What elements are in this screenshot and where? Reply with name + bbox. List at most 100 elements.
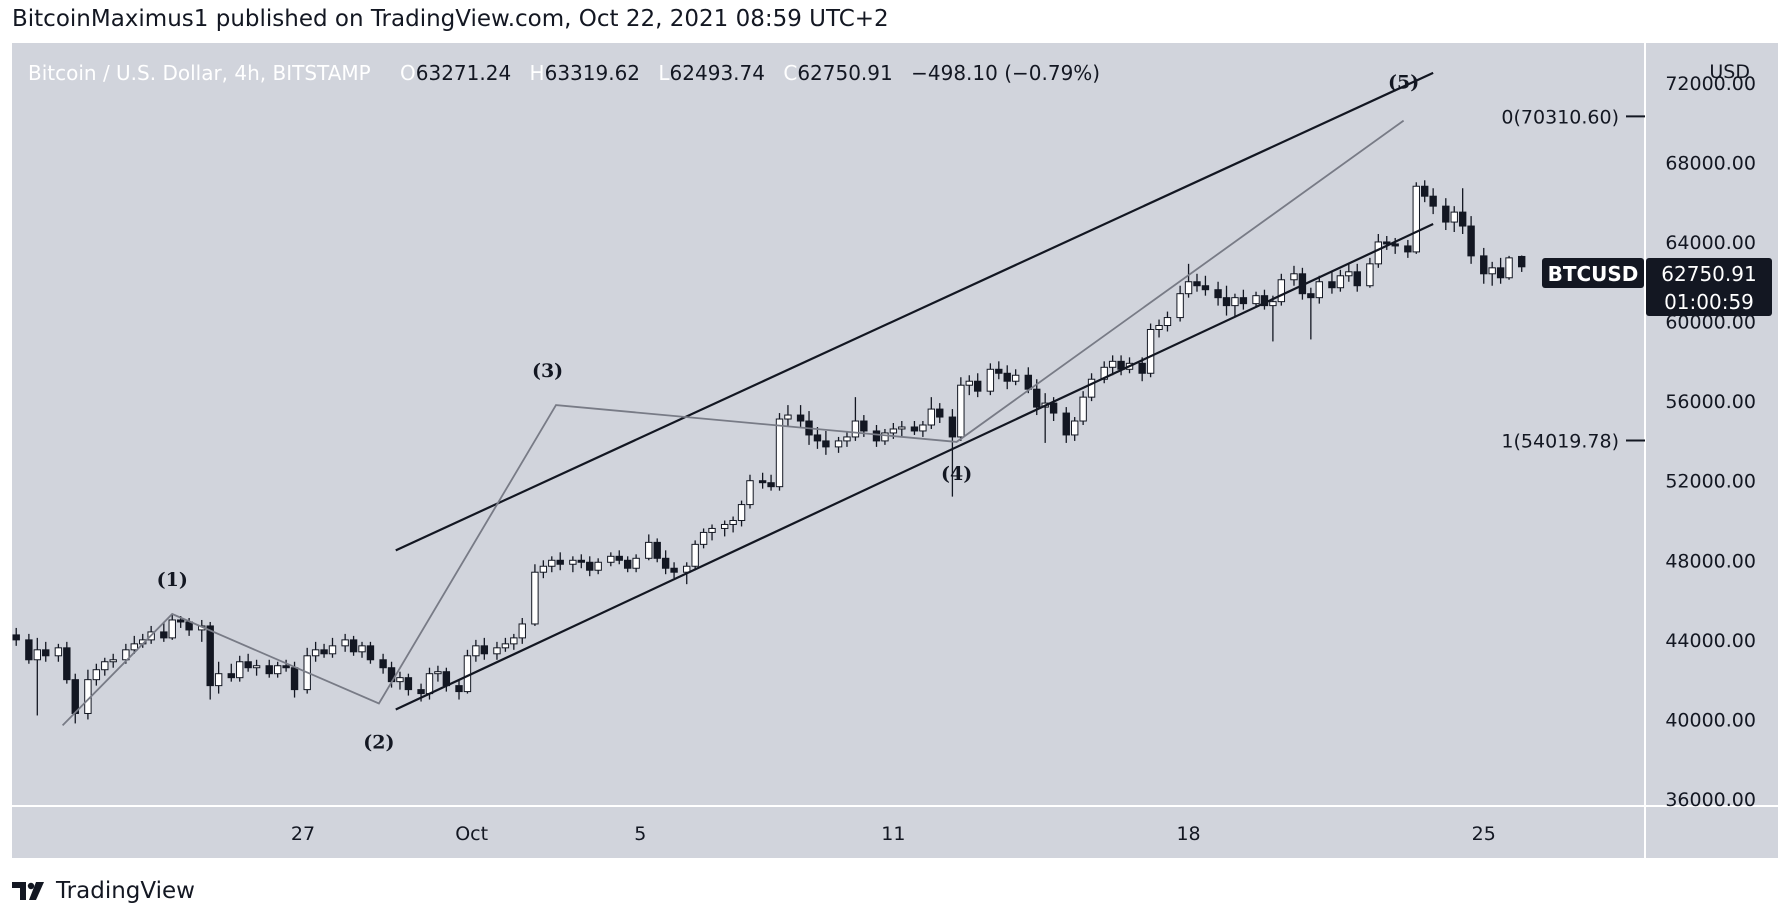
channel-line-lower [395, 223, 1434, 711]
candle [1383, 235, 1391, 250]
high-value: 63319.62 [545, 61, 640, 85]
candle-body [1496, 267, 1505, 279]
candle-body [775, 418, 784, 488]
candle-body [434, 671, 442, 675]
candle [653, 538, 661, 563]
candle-body [661, 557, 670, 569]
candle-body [480, 645, 489, 655]
candle-body [632, 557, 640, 569]
candle-body [767, 482, 775, 488]
candle-body [122, 649, 130, 661]
candle-body [1231, 297, 1239, 307]
candle-body [746, 480, 754, 506]
wave-label: (5) [1388, 72, 1419, 94]
footer-brand[interactable]: TradingView [12, 876, 195, 906]
low-label: L [658, 61, 670, 85]
candle [851, 397, 860, 441]
candle-body [12, 634, 20, 641]
candle [252, 659, 261, 676]
candle [63, 641, 71, 684]
publisher-name[interactable]: BitcoinMaximus1 [12, 6, 209, 32]
candle [328, 637, 337, 658]
candle [214, 661, 223, 694]
candle-body [1024, 374, 1033, 390]
candle-body [252, 665, 261, 669]
candle-body [1383, 241, 1391, 245]
fib-level-label: 1(54019.78) [1501, 431, 1619, 453]
candle-body [455, 685, 463, 693]
candle [1252, 291, 1260, 308]
candle [1467, 216, 1475, 264]
candle [1404, 239, 1412, 258]
candle [1155, 319, 1163, 338]
candle [92, 663, 101, 686]
candle-body [320, 649, 328, 655]
candle-body [737, 504, 746, 521]
candle [396, 671, 404, 690]
candle-body [898, 426, 906, 430]
candle [501, 637, 510, 652]
candle-body [1108, 360, 1117, 368]
candle-body [1033, 388, 1041, 408]
candle [758, 472, 767, 489]
candle-body [227, 673, 235, 679]
legend-symbol[interactable]: Bitcoin / U.S. Dollar, 4h, BITSTAMP [28, 61, 371, 85]
candle-body [784, 414, 792, 420]
candle-body [986, 368, 995, 392]
time-tick-label: 25 [1472, 823, 1496, 845]
candle-body [404, 677, 413, 691]
candle [784, 405, 792, 427]
currency-label[interactable]: USD [1709, 61, 1750, 83]
candle-body [282, 665, 290, 669]
candle-body [1467, 225, 1475, 257]
candles-group [12, 180, 1526, 724]
published-info: published on TradingView.com, Oct 22, 20… [215, 6, 889, 32]
open-label: O [400, 61, 416, 85]
candle [349, 635, 358, 656]
open-value: 63271.24 [416, 61, 511, 85]
low-value: 62493.74 [670, 61, 765, 85]
candle [1079, 391, 1087, 425]
candle [358, 641, 366, 658]
candle-body [569, 559, 577, 565]
candle-body [214, 673, 223, 687]
candle-body [1214, 289, 1222, 299]
candle [843, 430, 851, 447]
price-axis-area[interactable] [1646, 43, 1778, 805]
candle [1239, 289, 1248, 310]
candle [1429, 188, 1437, 215]
price-tick-label: 72000.00 [1665, 73, 1756, 95]
candle-body [341, 639, 349, 647]
candle [54, 643, 63, 662]
time-axis-area[interactable] [12, 807, 1644, 858]
candle [569, 556, 577, 573]
candle [1277, 273, 1286, 306]
candle [1214, 281, 1222, 306]
candle [236, 655, 244, 682]
candle [1011, 369, 1020, 386]
time-tick-label: 27 [291, 823, 315, 845]
candle [101, 657, 109, 676]
candle-body [889, 428, 898, 434]
candle [1269, 295, 1277, 342]
candle-body [1146, 328, 1155, 374]
candle-body [1269, 301, 1277, 307]
candle [586, 556, 594, 577]
candle [518, 617, 526, 644]
candle-body [936, 408, 944, 418]
candle-body [645, 541, 653, 559]
candle-body [1003, 372, 1011, 382]
candle-body [965, 380, 973, 386]
candle [556, 552, 564, 571]
candle [366, 641, 375, 664]
candle-body [1079, 396, 1087, 422]
candle-body [379, 659, 387, 669]
candle [1505, 255, 1513, 280]
candle-body [556, 559, 564, 565]
candle [168, 614, 176, 640]
fib-levels: 0(70310.60) 1(54019.78) [1501, 106, 1645, 453]
candle [910, 421, 919, 435]
candle [670, 562, 678, 579]
candle-body [1391, 243, 1399, 247]
